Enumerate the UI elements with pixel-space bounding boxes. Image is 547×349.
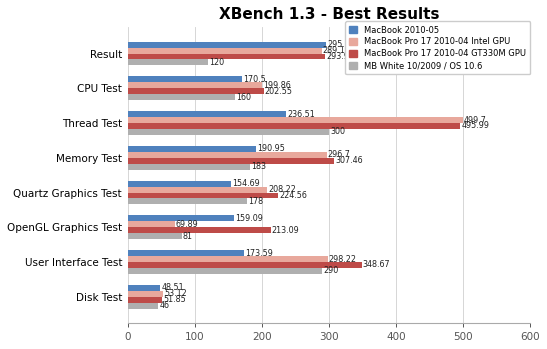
Bar xyxy=(127,221,174,227)
Bar xyxy=(127,59,208,65)
Text: 289.16: 289.16 xyxy=(323,46,351,55)
Bar xyxy=(127,152,327,158)
Text: 173.59: 173.59 xyxy=(245,249,273,258)
Bar xyxy=(127,268,322,274)
Bar xyxy=(127,303,159,309)
Text: 46: 46 xyxy=(160,301,170,310)
Text: 293.95: 293.95 xyxy=(326,52,354,61)
Bar xyxy=(127,123,461,129)
Text: 160: 160 xyxy=(236,92,251,102)
Text: 53.12: 53.12 xyxy=(164,289,187,298)
Text: 81: 81 xyxy=(183,232,193,241)
Text: 190.95: 190.95 xyxy=(257,144,284,154)
Text: 495.99: 495.99 xyxy=(462,121,490,131)
Text: 300: 300 xyxy=(330,127,345,136)
Bar xyxy=(127,285,160,291)
Text: 51.85: 51.85 xyxy=(164,295,186,304)
Bar xyxy=(127,53,325,59)
Bar xyxy=(127,47,322,53)
Text: 154.69: 154.69 xyxy=(232,179,260,188)
Bar xyxy=(127,291,163,297)
Text: 48.51: 48.51 xyxy=(161,283,184,292)
Bar xyxy=(127,199,247,205)
Text: 120: 120 xyxy=(209,58,224,67)
Bar xyxy=(127,117,463,123)
Text: 224.56: 224.56 xyxy=(280,191,307,200)
Bar xyxy=(127,82,261,88)
Bar xyxy=(127,129,329,135)
Text: 213.09: 213.09 xyxy=(272,226,299,235)
Text: 159.09: 159.09 xyxy=(235,214,263,223)
Text: 307.46: 307.46 xyxy=(335,156,363,165)
Bar xyxy=(127,94,235,100)
Bar xyxy=(127,111,286,117)
Text: 298.22: 298.22 xyxy=(329,254,357,263)
Text: 170.5: 170.5 xyxy=(243,75,266,84)
Bar xyxy=(127,42,326,47)
Bar xyxy=(127,262,362,268)
Bar xyxy=(127,187,267,193)
Title: XBench 1.3 - Best Results: XBench 1.3 - Best Results xyxy=(219,7,439,22)
Text: 202.55: 202.55 xyxy=(265,87,293,96)
Bar xyxy=(127,297,162,303)
Text: 69.89: 69.89 xyxy=(176,220,198,229)
Text: 296.7: 296.7 xyxy=(328,150,351,159)
Bar xyxy=(127,256,328,262)
Text: 348.67: 348.67 xyxy=(363,260,390,269)
Text: 183: 183 xyxy=(252,162,266,171)
Text: 208.22: 208.22 xyxy=(269,185,296,194)
Text: 290: 290 xyxy=(323,266,339,275)
Bar xyxy=(127,146,256,152)
Bar xyxy=(127,193,278,199)
Text: 199.86: 199.86 xyxy=(263,81,290,90)
Legend: MacBook 2010-05, MacBook Pro 17 2010-04 Intel GPU, MacBook Pro 17 2010-04 GT330M: MacBook 2010-05, MacBook Pro 17 2010-04 … xyxy=(345,21,530,74)
Text: 178: 178 xyxy=(248,197,263,206)
Bar xyxy=(127,227,271,233)
Text: 499.7: 499.7 xyxy=(464,116,487,125)
Text: 295.69: 295.69 xyxy=(327,40,355,49)
Bar xyxy=(127,215,234,221)
Bar xyxy=(127,88,264,94)
Bar xyxy=(127,233,182,239)
Text: 236.51: 236.51 xyxy=(287,110,315,119)
Bar xyxy=(127,181,231,187)
Bar xyxy=(127,250,244,256)
Bar xyxy=(127,76,242,82)
Bar xyxy=(127,164,251,170)
Bar xyxy=(127,158,334,164)
